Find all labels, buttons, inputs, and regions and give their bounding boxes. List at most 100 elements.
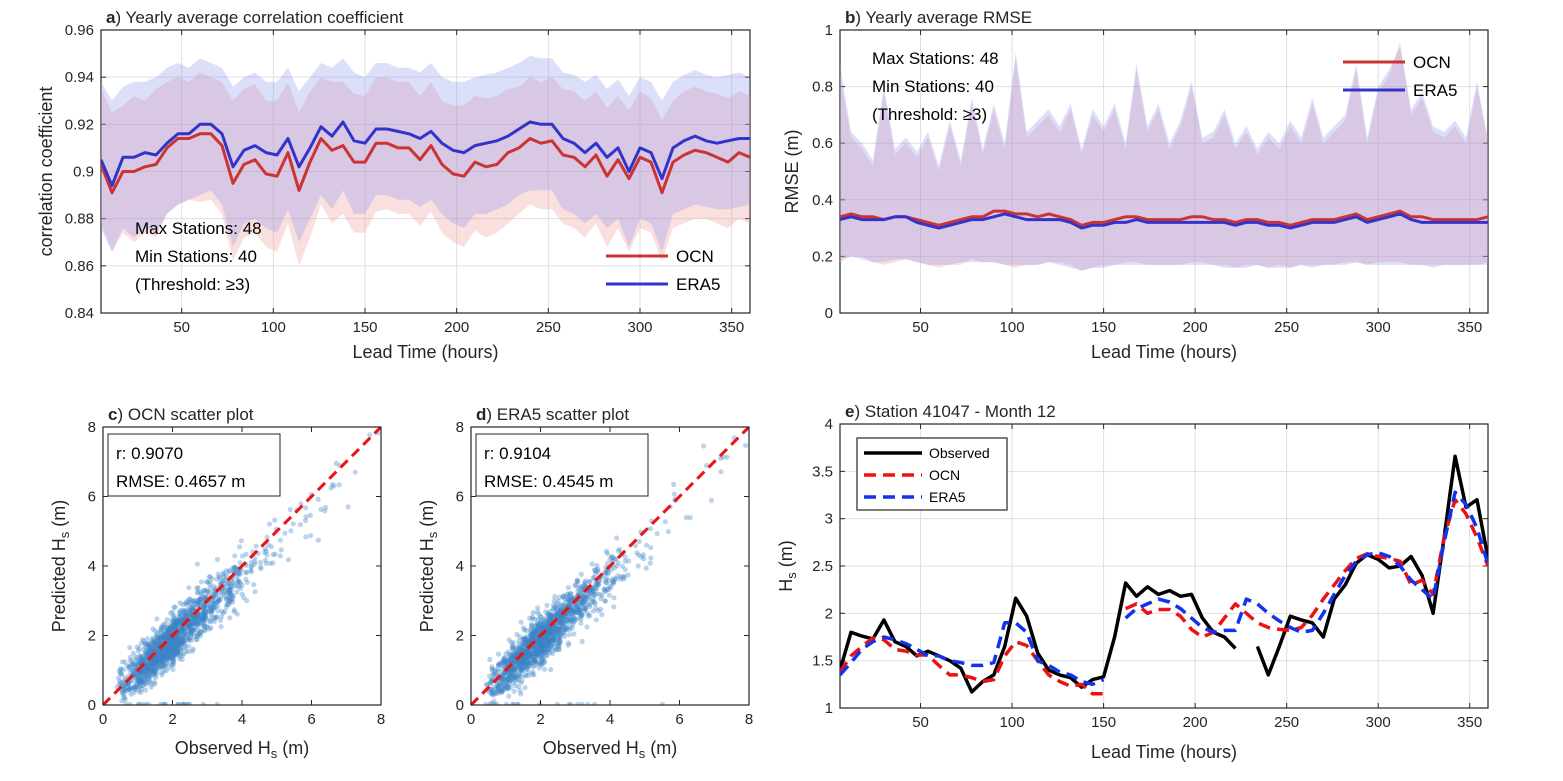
scatter-point: [201, 609, 207, 615]
scatter-point: [518, 668, 524, 674]
scatter-point: [577, 602, 583, 609]
scatter-point: [182, 608, 188, 615]
scatter-point: [536, 661, 542, 667]
scatter-point: [533, 623, 539, 629]
scatter-point: [117, 678, 123, 684]
scatter-point: [499, 658, 506, 664]
scatter-point: [252, 561, 258, 567]
scatter-point: [537, 647, 543, 653]
scatter-point: [144, 664, 150, 671]
scatter-point: [170, 666, 176, 673]
scatter-point: [516, 684, 522, 690]
scatter-point: [552, 636, 558, 642]
scatter-point: [148, 673, 154, 679]
scatter-point: [550, 638, 556, 644]
scatter-point: [177, 608, 183, 614]
scatter-point: [548, 626, 554, 632]
scatter-point: [543, 620, 549, 627]
scatter-point: [329, 481, 336, 488]
scatter-point: [545, 612, 551, 618]
scatter-point: [521, 627, 528, 633]
scatter-point: [603, 548, 610, 555]
scatter-point: [233, 564, 239, 570]
scatter-point: [238, 585, 244, 592]
scatter-point: [169, 642, 175, 648]
scatter-point: [580, 600, 586, 606]
scatter-point: [215, 597, 222, 603]
scatter-point: [226, 587, 232, 593]
scatter-point: [585, 601, 591, 607]
scatter-point: [525, 652, 531, 658]
scatter-point: [244, 579, 250, 585]
scatter-point: [227, 568, 233, 574]
scatter-point: [594, 582, 600, 588]
scatter-point: [163, 646, 169, 652]
scatter-point: [565, 597, 571, 603]
scatter-point: [173, 643, 179, 650]
scatter-point: [126, 686, 132, 693]
scatter-point: [150, 672, 156, 679]
scatter-point: [220, 571, 226, 577]
scatter-point: [522, 639, 528, 646]
scatter-point: [510, 666, 516, 672]
scatter-point: [535, 605, 541, 611]
scatter-point: [167, 655, 173, 662]
scatter-point: [531, 628, 537, 634]
scatter-point: [525, 650, 531, 656]
scatter-point: [516, 647, 522, 653]
scatter-point: [528, 637, 534, 643]
scatter-point: [558, 602, 564, 608]
scatter-point: [621, 576, 627, 582]
x-axis-label-subscript: s: [639, 746, 646, 761]
scatter-point: [138, 654, 144, 660]
scatter-point: [203, 603, 209, 609]
scatter-point: [140, 682, 146, 688]
scatter-point: [161, 636, 167, 642]
scatter-point: [575, 588, 581, 594]
scatter-point: [169, 655, 175, 661]
scatter-point: [524, 663, 530, 669]
scatter-point: [181, 616, 187, 622]
scatter-point: [138, 674, 144, 680]
scatter-point: [328, 485, 334, 491]
scatter-point: [571, 614, 577, 620]
scatter-point: [158, 655, 164, 661]
scatter-point: [615, 548, 621, 554]
scatter-point: [288, 528, 294, 534]
scatter-point: [496, 661, 502, 668]
scatter-point: [542, 645, 548, 651]
scatter-point: [201, 604, 207, 610]
scatter-point: [554, 626, 560, 632]
scatter-point: [647, 526, 654, 532]
x-axis-label-suffix: (m): [277, 738, 309, 758]
annotation-line: Max Stations: 48: [872, 49, 999, 68]
y-axis-label-main: Predicted H: [417, 538, 437, 632]
scatter-point: [126, 663, 132, 669]
scatter-point: [151, 643, 158, 649]
scatter-point: [264, 534, 270, 541]
scatter-point: [186, 624, 192, 630]
scatter-point: [137, 657, 143, 663]
scatter-point: [617, 574, 623, 580]
x-tick-label: 50: [912, 319, 929, 336]
scatter-point: [530, 634, 536, 640]
scatter-point: [174, 646, 180, 652]
scatter-point: [498, 661, 504, 667]
scatter-point: [566, 616, 572, 622]
scatter-point: [588, 590, 594, 596]
scatter-point: [589, 599, 595, 605]
scatter-point: [588, 587, 594, 593]
scatter-point: [612, 565, 618, 571]
y-tick-label: 0: [825, 305, 833, 322]
scatter-point: [525, 651, 531, 657]
scatter-point: [233, 566, 239, 572]
scatter-point: [506, 674, 512, 680]
scatter-point: [591, 599, 597, 606]
scatter-point: [159, 627, 165, 633]
scatter-point: [126, 686, 132, 692]
y-tick-label: 0.2: [812, 248, 833, 265]
legend-label-era5: ERA5: [676, 275, 720, 294]
annotation-line: (Threshold: ≥3): [135, 275, 250, 294]
scatter-point: [149, 668, 155, 674]
scatter-point: [239, 591, 245, 597]
